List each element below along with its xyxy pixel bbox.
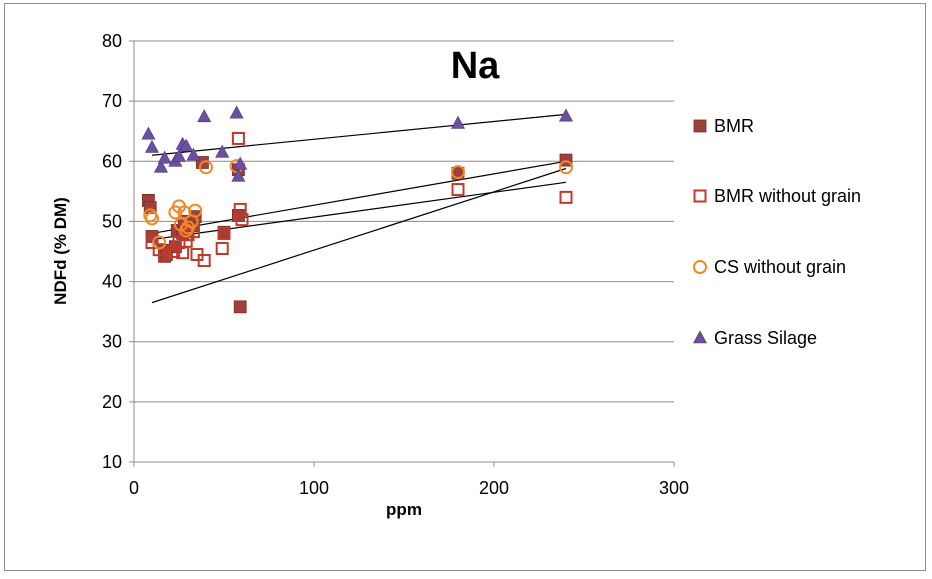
legend-marker-0 [693, 119, 707, 133]
x-tick-label: 300 [659, 478, 689, 498]
trendline-1 [151, 181, 567, 241]
data-point-3 [153, 159, 169, 173]
y-tick-label: 30 [102, 332, 122, 352]
y-tick-label: 60 [102, 151, 122, 171]
legend-marker-1 [693, 189, 707, 203]
x-tick-label: 200 [479, 478, 509, 498]
x-tick-label: 0 [129, 478, 139, 498]
data-point-2 [145, 211, 159, 226]
data-point-1 [451, 183, 465, 197]
data-point-3 [558, 108, 574, 122]
y-tick-label: 70 [102, 91, 122, 111]
data-point-3 [450, 115, 466, 129]
data-point-3 [231, 168, 246, 182]
data-point-0 [233, 300, 247, 314]
trendline-3 [151, 113, 567, 156]
legend-label: BMR without grain [714, 186, 861, 206]
legend-label: CS without grain [714, 257, 846, 277]
legend-label: BMR [714, 116, 754, 136]
gridlines [134, 40, 674, 403]
y-tick-label: 10 [102, 452, 122, 472]
data-point-2 [152, 235, 167, 250]
data-point-1 [231, 131, 245, 145]
legend-label: Grass Silage [714, 328, 817, 348]
data-point-2 [188, 203, 203, 218]
data-point-1 [235, 213, 249, 227]
data-point-3 [157, 150, 172, 164]
data-point-3 [186, 147, 201, 161]
data-point-3 [171, 148, 187, 162]
y-tick-label: 80 [102, 31, 122, 51]
legend: BMR BMR without grain CS without grain Gras… [692, 116, 861, 348]
data-point-3 [233, 156, 248, 170]
y-tick-label: 50 [102, 211, 122, 231]
data-point-1 [215, 241, 229, 255]
data-point-3 [141, 126, 156, 140]
trendlines [151, 113, 567, 304]
data-point-3 [144, 139, 160, 153]
data-point-3 [215, 144, 230, 158]
data-points [141, 105, 574, 314]
x-tick-label: 100 [299, 478, 329, 498]
legend-marker-2 [693, 260, 707, 274]
data-point-2 [451, 165, 465, 180]
data-point-1 [158, 248, 172, 262]
y-axis-title: NDFd (% DM) [51, 197, 70, 305]
y-tick-label: 20 [102, 392, 122, 412]
data-point-1 [217, 226, 231, 240]
legend-marker-3 [692, 330, 708, 344]
data-point-1 [145, 235, 159, 249]
y-tick-label: 40 [102, 272, 122, 292]
data-point-1 [197, 254, 211, 268]
data-point-2 [199, 160, 213, 175]
data-point-1 [559, 190, 573, 204]
trendline-0 [151, 167, 567, 304]
x-axis-title: ppm [386, 500, 422, 519]
trendline-2 [151, 160, 567, 235]
chart-frame [4, 3, 926, 571]
data-point-3 [229, 105, 244, 119]
data-point-2 [559, 160, 573, 175]
data-point-3 [197, 109, 212, 123]
axes [129, 40, 675, 467]
chart-title: Na [451, 45, 500, 87]
data-point-3 [179, 138, 194, 152]
tick-labels: 10 20 30 40 50 60 70 80 0 100 200 300 [102, 31, 689, 498]
